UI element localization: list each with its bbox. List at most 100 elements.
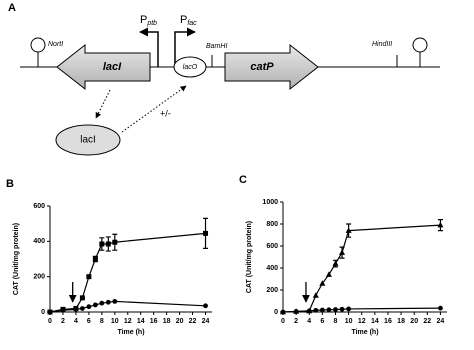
x-tick-label: 6 <box>87 318 91 325</box>
marker <box>312 292 319 298</box>
panel-label: A <box>8 2 16 14</box>
y-tick-label: 1000 <box>262 199 278 206</box>
marker <box>325 271 332 277</box>
x-tick-label: 0 <box>48 318 52 325</box>
terminator-loop <box>412 37 428 53</box>
y-axis-label: CAT (Unit/mg protein) <box>246 221 253 293</box>
regulation-label: +/- <box>160 108 171 118</box>
x-tick-label: 16 <box>150 318 158 325</box>
terminator-loop <box>30 37 46 53</box>
y-tick-label: 600 <box>266 243 278 250</box>
promoter-subscript: ptb <box>146 20 157 27</box>
marker <box>80 306 85 311</box>
marker <box>319 307 325 313</box>
marker <box>339 249 346 255</box>
series-line <box>282 307 441 313</box>
x-tick-label: 20 <box>410 318 418 325</box>
panel-label: C <box>239 174 247 186</box>
protein <box>55 124 121 156</box>
marker <box>47 309 53 315</box>
operator <box>173 56 207 78</box>
marker <box>60 307 66 313</box>
promoter-letter: P <box>180 14 187 26</box>
y-tick-label: 0 <box>274 309 278 316</box>
x-tick-label: 8 <box>100 318 104 325</box>
site-label: BamHI <box>206 43 227 50</box>
marker <box>99 241 105 247</box>
y-axis-label: CAT (Unit/mg protein) <box>13 223 20 295</box>
marker <box>105 299 111 305</box>
y-tick-label: 400 <box>266 265 278 272</box>
x-tick-label: 4 <box>307 318 311 325</box>
x-tick-label: 12 <box>124 318 132 325</box>
promoter-subscript: fac <box>187 20 197 27</box>
marker <box>105 241 111 247</box>
site-label: HindIII <box>372 41 392 48</box>
marker <box>339 306 345 312</box>
marker <box>92 256 98 262</box>
marker <box>438 305 443 311</box>
operator-label: lacO <box>183 64 198 71</box>
marker <box>319 280 326 286</box>
marker <box>99 300 105 306</box>
x-tick-label: 18 <box>163 318 171 325</box>
marker <box>79 295 85 301</box>
promoter-letter: P <box>140 14 147 26</box>
marker <box>73 306 79 312</box>
y-tick-label: 200 <box>266 287 278 294</box>
x-tick-label: 2 <box>61 318 65 325</box>
x-tick-label: 24 <box>437 318 445 325</box>
site-label: NortI <box>48 41 63 48</box>
x-tick-label: 10 <box>111 318 119 325</box>
gene-arrow <box>56 43 151 91</box>
panel-label: B <box>6 178 14 190</box>
marker <box>313 307 319 313</box>
x-tick-label: 0 <box>281 318 285 325</box>
promoter-label: Pptb <box>140 14 157 27</box>
x-tick-label: 10 <box>345 318 353 325</box>
x-tick-label: 18 <box>397 318 405 325</box>
marker <box>326 307 332 313</box>
series-line <box>49 300 206 313</box>
marker <box>346 306 351 312</box>
x-tick-label: 14 <box>137 318 145 325</box>
x-tick-label: 4 <box>74 318 78 325</box>
y-tick-label: 400 <box>33 238 45 245</box>
x-tick-label: 22 <box>189 318 197 325</box>
y-tick-label: 200 <box>33 274 45 281</box>
x-tick-label: 6 <box>320 318 324 325</box>
marker <box>332 260 339 266</box>
x-tick-label: 8 <box>334 318 338 325</box>
promoter-arrow <box>174 27 196 67</box>
x-tick-label: 12 <box>358 318 366 325</box>
marker <box>203 303 208 309</box>
x-tick-label: 20 <box>176 318 184 325</box>
x-tick-label: 22 <box>423 318 431 325</box>
protein-label: lacI <box>80 135 96 146</box>
marker <box>92 302 98 308</box>
marker <box>203 230 209 236</box>
gene-arrow <box>224 43 319 91</box>
series-line <box>49 232 206 313</box>
x-tick-label: 16 <box>384 318 392 325</box>
marker <box>86 274 92 280</box>
x-axis-label: Time (h) <box>351 329 378 336</box>
y-tick-label: 800 <box>266 221 278 228</box>
marker <box>293 309 299 314</box>
x-tick-label: 24 <box>202 318 210 325</box>
promoter-label: Pfac <box>180 14 197 27</box>
x-axis-label: Time (h) <box>117 329 144 336</box>
gene-label: lacI <box>103 61 122 73</box>
marker <box>86 304 92 310</box>
dotted-arrow <box>121 85 187 133</box>
marker <box>437 221 444 228</box>
marker <box>345 227 352 233</box>
gene-label: catP <box>250 61 274 73</box>
marker <box>333 307 338 312</box>
x-tick-label: 14 <box>371 318 379 325</box>
y-tick-label: 600 <box>33 203 45 210</box>
marker <box>280 309 286 315</box>
marker <box>112 299 118 304</box>
